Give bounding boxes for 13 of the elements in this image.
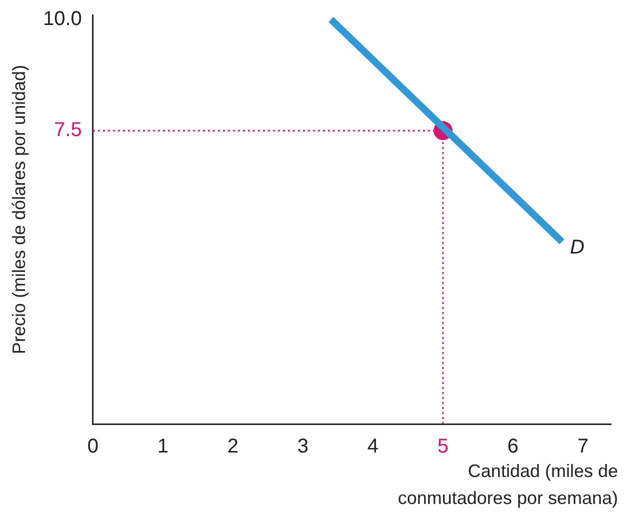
x-tick-label: 7 <box>577 436 589 458</box>
y-axis-title: Precio (miles de dólares por unidad) <box>8 64 29 354</box>
x-tick-label: 5 <box>437 436 449 458</box>
x-tick-label: 6 <box>507 436 519 458</box>
x-tick-label: 3 <box>297 436 309 458</box>
x-tick-label: 0 <box>87 436 98 458</box>
x-tick-label: 4 <box>367 436 379 458</box>
x-axis-title: Cantidad (miles de conmutadores por semana) <box>398 460 618 508</box>
x-tick-label: 2 <box>227 436 239 458</box>
annotation: D <box>570 236 584 258</box>
y-tick-label: 10.0 <box>42 8 82 30</box>
y-tick-label: 7.5 <box>54 119 82 142</box>
x-tick-label: 1 <box>157 436 168 458</box>
